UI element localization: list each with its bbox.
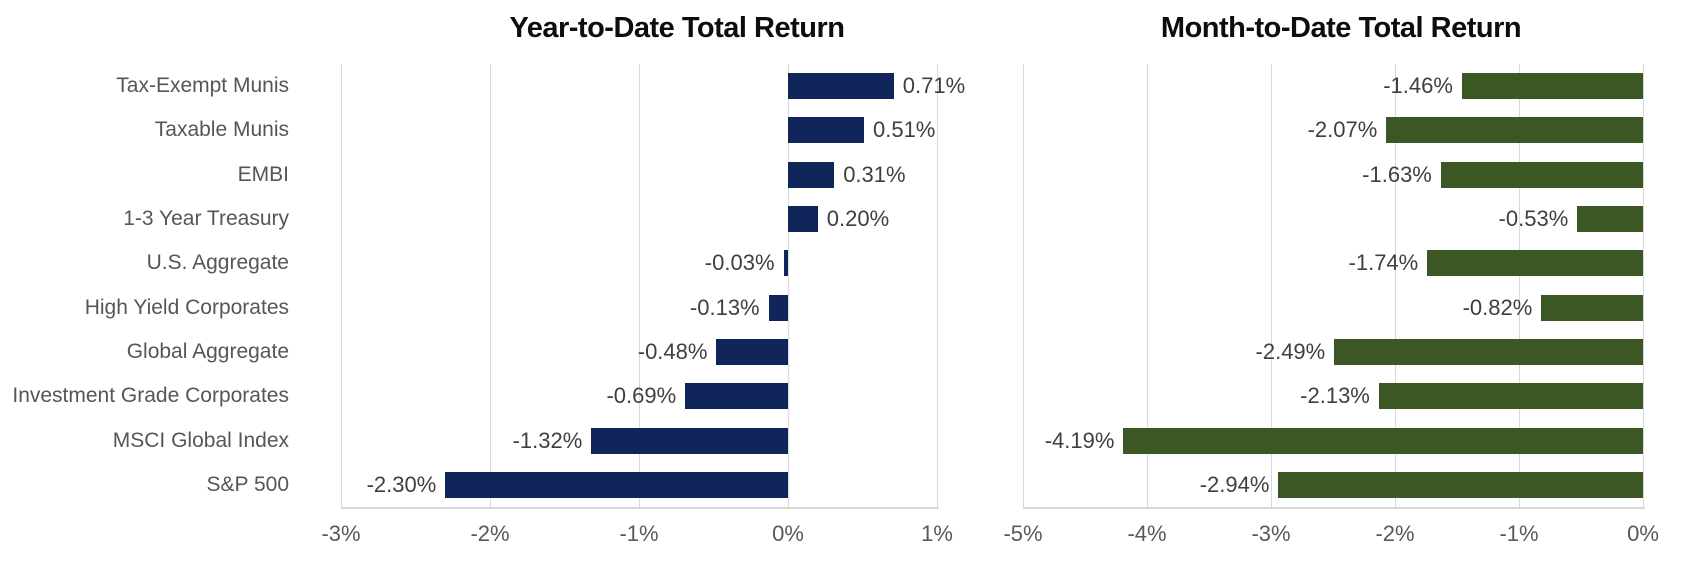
grid-line	[936, 64, 938, 507]
bar	[788, 206, 818, 233]
bar	[1334, 338, 1643, 365]
bar-value-label: 0.71%	[902, 73, 966, 99]
bar	[591, 427, 788, 454]
bar-value-label: -0.13%	[689, 294, 760, 320]
grid-line	[489, 64, 491, 507]
category-label: S&P 500	[206, 472, 289, 496]
x-tick-label: -1%	[1499, 521, 1539, 546]
mtd-chart-plot: -5% -4% -3% -2% -1% 0% -1.46% -2.07% -1.63% -0.53…	[1003, 64, 1659, 546]
grid-line	[1270, 64, 1272, 507]
category-label: 1-3 Year Treasury	[123, 207, 289, 231]
bar-value-label: -0.69%	[606, 383, 677, 409]
grid-line	[1146, 64, 1148, 507]
x-tick-label: -5%	[1003, 521, 1043, 546]
bar	[783, 250, 788, 277]
bar	[1123, 427, 1643, 454]
x-tick-label: -2%	[470, 521, 510, 546]
bar-value-label: -1.46%	[1383, 73, 1453, 99]
x-tick-label: -2%	[1375, 521, 1415, 546]
bar-value-label: -0.48%	[637, 338, 708, 364]
bar	[1427, 250, 1643, 277]
grid-line	[340, 64, 342, 507]
category-label: Global Aggregate	[126, 339, 289, 363]
bar-value-label: 0.51%	[872, 117, 936, 143]
category-label: MSCI Global Index	[112, 428, 289, 452]
bar	[1386, 117, 1643, 144]
bar-value-label: -2.30%	[366, 471, 437, 497]
bar-value-label: -1.32%	[512, 427, 583, 453]
grid-line	[787, 64, 789, 507]
x-tick-label: 1%	[921, 521, 953, 546]
bar-value-label: -2.07%	[1307, 117, 1378, 143]
category-label: Tax-Exempt Munis	[116, 74, 289, 98]
x-tick-label: -1%	[619, 521, 659, 546]
bar-value-label: 0.31%	[843, 161, 906, 187]
ytd-chart-plot: -3% -2% -1% 0% 1% Tax-Exempt Munis 0.71% Taxabl…	[12, 64, 965, 546]
bar	[1577, 206, 1643, 233]
category-label: EMBI	[237, 162, 289, 186]
x-tick-label: -3%	[321, 521, 361, 546]
x-axis-line	[1023, 507, 1645, 509]
category-label: High Yield Corporates	[84, 295, 289, 319]
ytd-chart-title: Year-to-Date Total Return	[509, 12, 845, 44]
bar-value-label: -0.53%	[1498, 206, 1569, 232]
grid-line	[1642, 64, 1644, 507]
bar	[1461, 73, 1643, 100]
bar	[1541, 294, 1643, 321]
bar-value-label: -0.82%	[1462, 294, 1533, 320]
grid-line	[638, 64, 640, 507]
x-axis-line	[341, 507, 939, 509]
x-tick-label: -4%	[1127, 521, 1167, 546]
bar	[685, 383, 788, 410]
bar-value-label: -1.63%	[1362, 161, 1432, 187]
mtd-chart-title: Month-to-Date Total Return	[1160, 12, 1522, 44]
bar	[716, 338, 788, 365]
bar	[788, 117, 864, 144]
bar-value-label: -2.49%	[1255, 338, 1326, 364]
grid-line	[1518, 64, 1520, 507]
bar	[1440, 161, 1643, 188]
bar-value-label: -0.03%	[704, 250, 775, 276]
x-tick-label: 0%	[772, 521, 804, 546]
bar	[788, 73, 894, 100]
bar	[788, 161, 835, 188]
x-tick-label: -3%	[1251, 521, 1291, 546]
bar-value-label: -2.94%	[1199, 471, 1270, 497]
bar	[1278, 471, 1643, 498]
bar-value-label: 0.20%	[826, 206, 890, 232]
bar-value-label: -2.13%	[1300, 383, 1370, 409]
grid-line	[1394, 64, 1396, 507]
category-label: U.S. Aggregate	[146, 251, 289, 275]
category-label: Taxable Munis	[154, 118, 289, 142]
category-label: Investment Grade Corporates	[12, 384, 289, 408]
bar-value-label: -1.74%	[1348, 250, 1419, 276]
x-tick-label: 0%	[1627, 521, 1659, 546]
bar	[768, 294, 788, 321]
bar-value-label: -4.19%	[1044, 427, 1115, 453]
bar	[1378, 383, 1643, 410]
grid-line	[1022, 64, 1024, 507]
bar	[445, 471, 788, 498]
